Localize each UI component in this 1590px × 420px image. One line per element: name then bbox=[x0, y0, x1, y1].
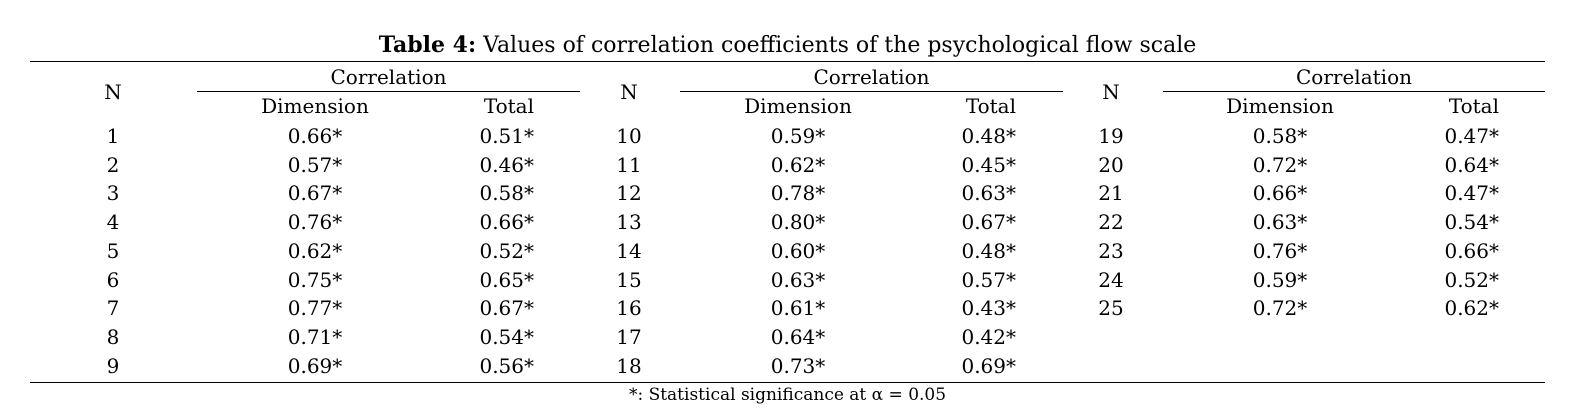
row-total-cell: 0.52* bbox=[1444, 267, 1499, 292]
row-total-cell: 0.47* bbox=[1444, 124, 1499, 148]
row-total-cell: 0.51* bbox=[479, 124, 534, 148]
row-n-cell: 4 bbox=[106, 210, 120, 235]
row-n-cell: 7 bbox=[106, 296, 120, 321]
group-2-header-n: N bbox=[620, 80, 638, 104]
row-dimension-cell: 0.77* bbox=[287, 296, 343, 321]
row-total-cell: 0.46* bbox=[479, 152, 534, 177]
row-n-cell: 17 bbox=[616, 324, 642, 349]
row-total-cell: 0.54* bbox=[479, 324, 534, 349]
row-total-cell: 0.52* bbox=[479, 238, 534, 263]
row-dimension-cell: 0.78* bbox=[770, 181, 826, 206]
row-n-cell: 25 bbox=[1098, 296, 1124, 321]
group-3-header-total: Total bbox=[1448, 94, 1499, 118]
row-dimension-cell: 0.62* bbox=[287, 238, 343, 263]
group-3-header-n: N bbox=[1102, 80, 1120, 104]
row-n-cell: 11 bbox=[616, 152, 642, 177]
row-dimension-cell: 0.72* bbox=[1252, 296, 1308, 321]
table-header-rule bbox=[30, 120, 1545, 121]
row-total-cell: 0.54* bbox=[1444, 210, 1499, 235]
row-total-cell: 0.66* bbox=[479, 210, 534, 235]
row-n-cell: 2 bbox=[106, 152, 120, 177]
row-n-cell: 1 bbox=[106, 124, 120, 148]
row-dimension-cell: 0.80* bbox=[770, 210, 826, 235]
row-n-cell: 3 bbox=[106, 181, 120, 206]
row-total-cell: 0.65* bbox=[479, 267, 534, 292]
row-n-cell: 24 bbox=[1098, 267, 1124, 292]
row-dimension-cell: 0.64* bbox=[770, 324, 826, 349]
row-n-cell: 8 bbox=[106, 324, 120, 349]
row-n-cell: 12 bbox=[616, 181, 642, 206]
group-3-correlation-rule bbox=[1163, 91, 1545, 92]
row-n-cell: 22 bbox=[1098, 210, 1124, 235]
row-dimension-cell: 0.72* bbox=[1252, 152, 1308, 177]
row-n-cell: 10 bbox=[616, 124, 642, 148]
row-n-cell: 9 bbox=[106, 353, 120, 378]
row-n-cell: 15 bbox=[616, 267, 642, 292]
group-1-header-total: Total bbox=[483, 94, 534, 118]
row-dimension-cell: 0.67* bbox=[287, 181, 343, 206]
row-n-cell: 20 bbox=[1098, 152, 1124, 177]
row-n-cell: 16 bbox=[616, 296, 642, 321]
row-dimension-cell: 0.60* bbox=[770, 238, 826, 263]
row-n-cell: 23 bbox=[1098, 238, 1124, 263]
group-2-header-total: Total bbox=[965, 94, 1016, 118]
group-1-header-correlation: Correlation bbox=[330, 65, 447, 89]
group-2-header-correlation: Correlation bbox=[813, 65, 930, 89]
row-dimension-cell: 0.58* bbox=[1252, 124, 1308, 148]
row-dimension-cell: 0.66* bbox=[1252, 181, 1308, 206]
table-bottom-rule bbox=[30, 382, 1545, 383]
row-n-cell: 14 bbox=[616, 238, 642, 263]
row-dimension-cell: 0.61* bbox=[770, 296, 826, 321]
table-title-label: Table 4: bbox=[378, 32, 477, 58]
row-total-cell: 0.69* bbox=[961, 353, 1016, 378]
table-top-rule bbox=[30, 61, 1545, 62]
group-3-header-correlation: Correlation bbox=[1296, 65, 1412, 89]
row-n-cell: 19 bbox=[1098, 124, 1124, 148]
row-total-cell: 0.48* bbox=[961, 124, 1016, 148]
row-dimension-cell: 0.57* bbox=[287, 152, 343, 177]
group-2-correlation-rule bbox=[680, 91, 1063, 92]
row-total-cell: 0.42* bbox=[961, 324, 1016, 349]
row-n-cell: 21 bbox=[1098, 181, 1124, 206]
table-title-text: Values of correlation coefficients of th… bbox=[476, 33, 1197, 58]
row-total-cell: 0.63* bbox=[961, 181, 1016, 206]
row-dimension-cell: 0.76* bbox=[1252, 238, 1308, 263]
row-n-cell: 6 bbox=[106, 267, 120, 292]
row-dimension-cell: 0.66* bbox=[287, 124, 343, 148]
row-total-cell: 0.62* bbox=[1444, 296, 1499, 321]
table-footnote: *: Statistical significance at α = 0.05 bbox=[628, 385, 947, 405]
row-total-cell: 0.45* bbox=[961, 152, 1016, 177]
group-3-header-dimension: Dimension bbox=[1226, 94, 1334, 118]
group-1-correlation-rule bbox=[197, 91, 580, 92]
row-dimension-cell: 0.75* bbox=[287, 267, 343, 292]
row-dimension-cell: 0.76* bbox=[287, 210, 343, 235]
row-dimension-cell: 0.63* bbox=[770, 267, 826, 292]
row-total-cell: 0.67* bbox=[479, 296, 534, 321]
group-1-header-n: N bbox=[104, 80, 122, 104]
row-total-cell: 0.67* bbox=[961, 210, 1016, 235]
row-total-cell: 0.47* bbox=[1444, 181, 1499, 206]
row-total-cell: 0.64* bbox=[1444, 152, 1499, 177]
row-dimension-cell: 0.59* bbox=[1252, 267, 1308, 292]
row-total-cell: 0.43* bbox=[961, 296, 1016, 321]
row-n-cell: 13 bbox=[616, 210, 642, 235]
row-dimension-cell: 0.59* bbox=[770, 124, 826, 148]
table-title: Table 4: Values of correlation coefficie… bbox=[0, 30, 1575, 61]
row-dimension-cell: 0.63* bbox=[1252, 210, 1308, 235]
row-dimension-cell: 0.71* bbox=[287, 324, 343, 349]
group-1-header-dimension: Dimension bbox=[261, 94, 369, 118]
row-total-cell: 0.48* bbox=[961, 238, 1016, 263]
row-dimension-cell: 0.69* bbox=[287, 353, 343, 378]
row-n-cell: 5 bbox=[106, 238, 120, 263]
row-total-cell: 0.56* bbox=[479, 353, 534, 378]
group-2-header-dimension: Dimension bbox=[744, 94, 852, 118]
row-n-cell: 18 bbox=[616, 353, 642, 378]
row-dimension-cell: 0.73* bbox=[770, 353, 826, 378]
row-total-cell: 0.58* bbox=[479, 181, 534, 206]
row-dimension-cell: 0.62* bbox=[770, 152, 826, 177]
row-total-cell: 0.57* bbox=[961, 267, 1016, 292]
row-total-cell: 0.66* bbox=[1444, 238, 1499, 263]
